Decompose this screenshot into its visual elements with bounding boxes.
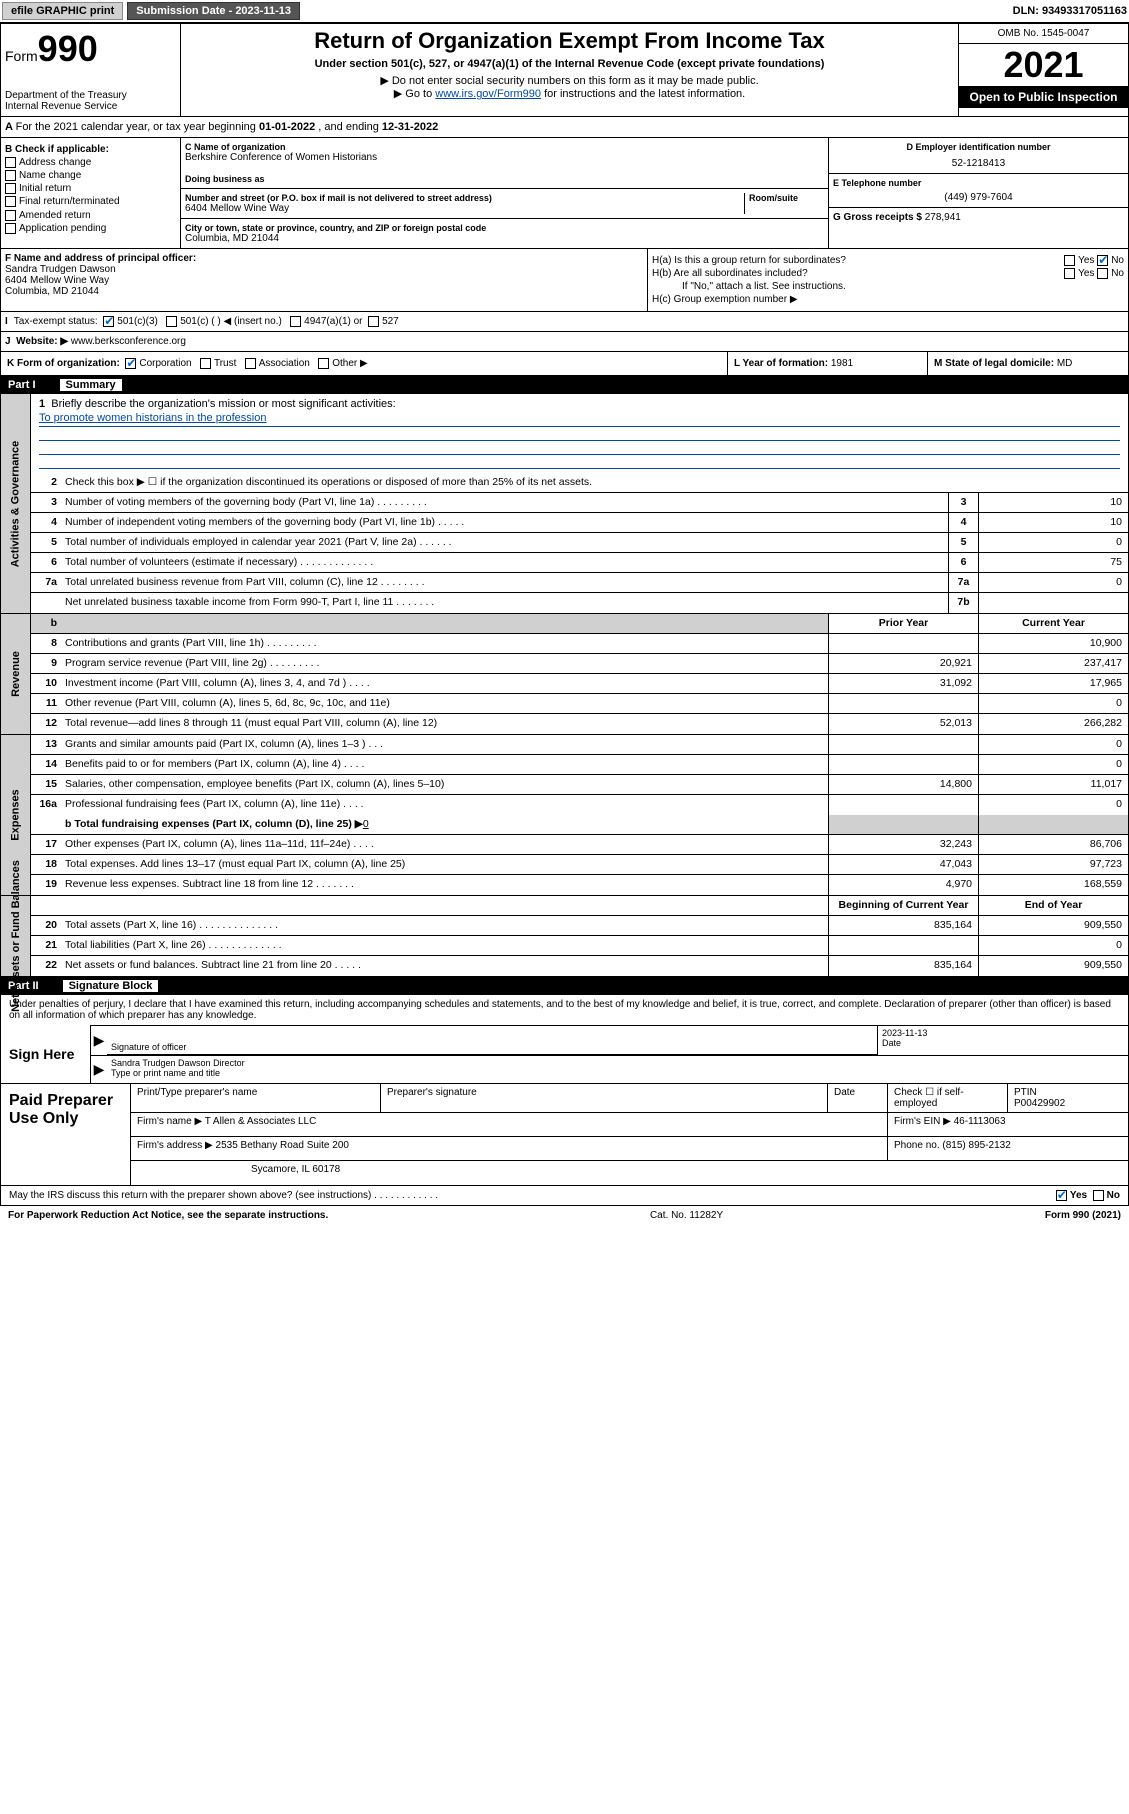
checkbox-amended[interactable]	[5, 210, 16, 221]
gross-receipts-value: 278,941	[925, 212, 961, 223]
checkbox-501c[interactable]	[166, 316, 177, 327]
checkbox-hb-no[interactable]	[1097, 268, 1108, 279]
form-note-ssn: ▶ Do not enter social security numbers o…	[185, 74, 954, 87]
tax-year: 2021	[959, 44, 1128, 86]
summary-line: 4Number of independent voting members of…	[31, 513, 1128, 533]
sign-here-label: Sign Here	[1, 1025, 91, 1083]
discuss-row: May the IRS discuss this return with the…	[0, 1186, 1129, 1206]
summary-line: 16aProfessional fundraising fees (Part I…	[31, 795, 1128, 815]
checkbox-assoc[interactable]	[245, 358, 256, 369]
form-header: Form990 Department of the Treasury Inter…	[0, 23, 1129, 117]
checkbox-app-pending[interactable]	[5, 223, 16, 234]
summary-line: Net unrelated business taxable income fr…	[31, 593, 1128, 613]
summary-line: 18Total expenses. Add lines 13–17 (must …	[31, 855, 1128, 875]
summary-line: 7aTotal unrelated business revenue from …	[31, 573, 1128, 593]
part1-header: Part I Summary	[0, 376, 1129, 394]
tax-period-row: A For the 2021 calendar year, or tax yea…	[0, 117, 1129, 138]
ptin-value: P00429902	[1014, 1098, 1065, 1109]
form-note-link: ▶ Go to www.irs.gov/Form990 for instruct…	[185, 87, 954, 100]
checkbox-address-change[interactable]	[5, 157, 16, 168]
summary-line: 12Total revenue—add lines 8 through 11 (…	[31, 714, 1128, 734]
summary-line: 13Grants and similar amounts paid (Part …	[31, 735, 1128, 755]
checkbox-527[interactable]	[368, 316, 379, 327]
summary-line: 17Other expenses (Part IX, column (A), l…	[31, 835, 1128, 855]
section-b: B Check if applicable: Address change Na…	[1, 138, 181, 248]
summary-line: 20Total assets (Part X, line 16) . . . .…	[31, 916, 1128, 936]
form-number: Form990	[5, 28, 176, 70]
inspection-notice: Open to Public Inspection	[959, 86, 1128, 108]
checkbox-initial-return[interactable]	[5, 183, 16, 194]
form-org-row: K Form of organization: Corporation Trus…	[0, 352, 1129, 376]
dln-label: DLN: 93493317051163	[1013, 5, 1127, 17]
checkbox-ha-yes[interactable]	[1064, 255, 1075, 266]
efile-print-button[interactable]: efile GRAPHIC print	[2, 2, 123, 20]
summary-line: 8Contributions and grants (Part VIII, li…	[31, 634, 1128, 654]
expenses-section: Expenses 13Grants and similar amounts pa…	[0, 735, 1129, 896]
irs-label: Internal Revenue Service	[5, 101, 176, 112]
activities-section: Activities & Governance 1 Briefly descri…	[0, 394, 1129, 614]
summary-line: 6Total number of volunteers (estimate if…	[31, 553, 1128, 573]
checkbox-ha-no[interactable]	[1097, 255, 1108, 266]
info-grid: B Check if applicable: Address change Na…	[0, 138, 1129, 249]
checkbox-final-return[interactable]	[5, 196, 16, 207]
tax-exempt-row: I Tax-exempt status: 501(c)(3) 501(c) ( …	[0, 312, 1129, 332]
year-formation: 1981	[831, 358, 853, 369]
summary-line: 3Number of voting members of the governi…	[31, 493, 1128, 513]
paid-preparer-section: Paid Preparer Use Only Print/Type prepar…	[0, 1084, 1129, 1186]
signature-section: Under penalties of perjury, I declare th…	[0, 995, 1129, 1084]
website-value: www.berksconference.org	[71, 336, 186, 347]
declaration-text: Under penalties of perjury, I declare th…	[1, 995, 1128, 1025]
mission-text: To promote women historians in the profe…	[39, 410, 1120, 427]
sig-date: 2023-11-13	[882, 1028, 1124, 1038]
firm-phone: (815) 895-2132	[942, 1140, 1010, 1151]
summary-line: 11Other revenue (Part VIII, column (A), …	[31, 694, 1128, 714]
firm-name: T Allen & Associates LLC	[205, 1116, 317, 1127]
summary-line: 22Net assets or fund balances. Subtract …	[31, 956, 1128, 976]
summary-line: 10Investment income (Part VIII, column (…	[31, 674, 1128, 694]
footer: For Paperwork Reduction Act Notice, see …	[0, 1206, 1129, 1225]
summary-line: 5Total number of individuals employed in…	[31, 533, 1128, 553]
top-bar: efile GRAPHIC print Submission Date - 20…	[0, 0, 1129, 23]
ein-label: D Employer identification number	[833, 142, 1124, 152]
summary-line: 21Total liabilities (Part X, line 26) . …	[31, 936, 1128, 956]
summary-line: 14Benefits paid to or for members (Part …	[31, 755, 1128, 775]
checkbox-discuss-yes[interactable]	[1056, 1190, 1067, 1201]
org-street: 6404 Mellow Wine Way	[185, 203, 744, 214]
checkbox-4947[interactable]	[290, 316, 301, 327]
revenue-section: Revenue b Prior Year Current Year 8Contr…	[0, 614, 1129, 735]
website-row: J Website: ▶ www.berksconference.org	[0, 332, 1129, 352]
ein-value: 52-1218413	[833, 158, 1124, 169]
department-label: Department of the Treasury	[5, 90, 176, 101]
org-name: Berkshire Conference of Women Historians	[185, 152, 824, 163]
form-subtitle: Under section 501(c), 527, or 4947(a)(1)…	[185, 58, 954, 70]
submission-date-button[interactable]: Submission Date - 2023-11-13	[127, 2, 300, 20]
checkbox-corp[interactable]	[125, 358, 136, 369]
part2-header: Part II Signature Block	[0, 977, 1129, 995]
checkbox-name-change[interactable]	[5, 170, 16, 181]
checkbox-other[interactable]	[318, 358, 329, 369]
section-c: C Name of organization Berkshire Confere…	[181, 138, 828, 248]
omb-number: OMB No. 1545-0047	[959, 24, 1128, 44]
summary-line: 9Program service revenue (Part VIII, lin…	[31, 654, 1128, 674]
form-title: Return of Organization Exempt From Incom…	[185, 28, 954, 54]
officer-typed-name: Sandra Trudgen Dawson Director	[111, 1058, 1124, 1068]
paid-preparer-label: Paid Preparer Use Only	[1, 1084, 131, 1185]
irs-link[interactable]: www.irs.gov/Form990	[435, 88, 541, 100]
state-domicile: MD	[1057, 358, 1073, 369]
telephone-value: (449) 979-7604	[833, 192, 1124, 203]
officer-group-row: F Name and address of principal officer:…	[0, 249, 1129, 312]
checkbox-hb-yes[interactable]	[1064, 268, 1075, 279]
checkbox-trust[interactable]	[200, 358, 211, 369]
firm-ein: 46-1113063	[954, 1116, 1006, 1127]
summary-line: 15Salaries, other compensation, employee…	[31, 775, 1128, 795]
officer-name: Sandra Trudgen Dawson	[5, 264, 116, 275]
checkbox-discuss-no[interactable]	[1093, 1190, 1104, 1201]
netassets-section: Net Assets or Fund Balances Beginning of…	[0, 896, 1129, 977]
checkbox-501c3[interactable]	[103, 316, 114, 327]
org-city: Columbia, MD 21044	[185, 233, 824, 244]
summary-line: 19Revenue less expenses. Subtract line 1…	[31, 875, 1128, 895]
